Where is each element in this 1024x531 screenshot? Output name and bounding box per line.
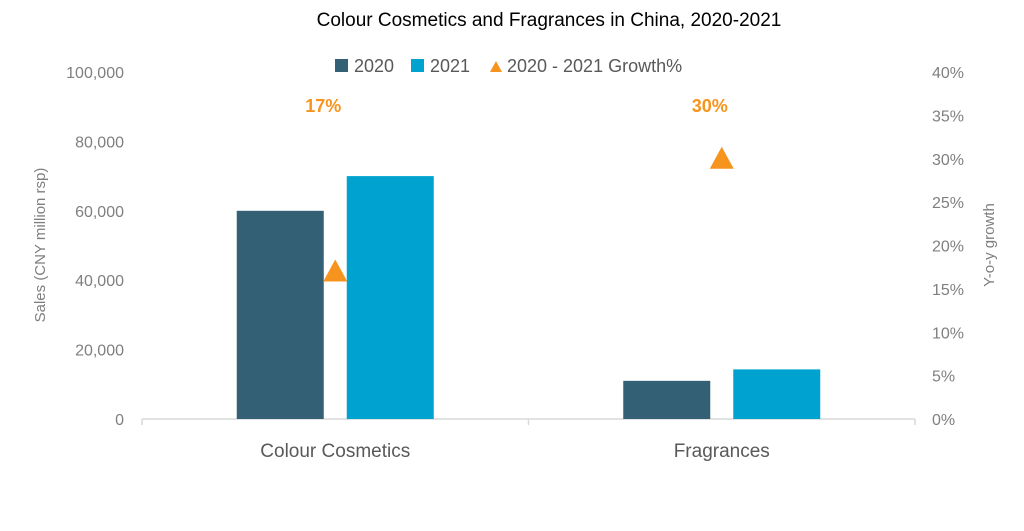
bar-2021-colour-cosmetics <box>346 176 434 419</box>
y2-tick-label: 20% <box>932 239 964 256</box>
category-label: Colour Cosmetics <box>260 441 410 462</box>
y2-tick-label: 35% <box>932 108 964 125</box>
y2-axis-title: Y-o-y growth <box>981 203 998 287</box>
y2-tick-label: 10% <box>932 325 964 342</box>
bar-2021-fragrances <box>733 369 821 419</box>
chart-title: Colour Cosmetics and Fragrances in China… <box>317 10 782 31</box>
y2-tick-label: 5% <box>932 369 955 386</box>
y2-tick-label: 15% <box>932 282 964 299</box>
bar-2020-colour-cosmetics <box>236 210 324 419</box>
legend-marker-growth <box>490 61 502 72</box>
growth-label: 17% <box>305 96 341 116</box>
x-axis-ticks <box>141 419 916 425</box>
y-axis-title: Sales (CNY million rsp) <box>32 168 49 323</box>
category-label: Fragrances <box>674 441 770 462</box>
y2-tick-label: 25% <box>932 195 964 212</box>
legend-label-2020: 2020 <box>354 56 394 76</box>
growth-markers: 17% 30% <box>305 96 734 282</box>
y-tick-label: 40,000 <box>75 273 124 290</box>
legend-label-2021: 2021 <box>430 56 470 76</box>
legend-label-growth: 2020 - 2021 Growth% <box>507 56 682 76</box>
legend: 2020 2021 2020 - 2021 Growth% <box>335 56 682 76</box>
y2-tick-label: 0% <box>932 412 955 429</box>
growth-label: 30% <box>692 96 728 116</box>
y-tick-label: 60,000 <box>75 204 124 221</box>
y-tick-label: 80,000 <box>75 134 124 151</box>
y2-tick-label: 40% <box>932 65 964 82</box>
y-tick-label: 100,000 <box>66 65 124 82</box>
y2-tick-label: 30% <box>932 152 964 169</box>
bars <box>236 176 821 419</box>
y-tick-label: 0 <box>115 412 124 429</box>
y2-axis-ticks: 0% 5% 10% 15% 20% 25% 30% 35% 40% <box>932 65 964 429</box>
growth-marker-fragrances <box>709 146 734 169</box>
bar-2020-fragrances <box>623 380 711 419</box>
y-axis-ticks: 0 20,000 40,000 60,000 80,000 100,000 <box>66 65 124 429</box>
growth-marker-colour-cosmetics <box>323 259 348 282</box>
legend-swatch-2020 <box>335 59 348 72</box>
legend-swatch-2021 <box>411 59 424 72</box>
category-labels: Colour Cosmetics Fragrances <box>260 441 770 462</box>
y-tick-label: 20,000 <box>75 343 124 360</box>
